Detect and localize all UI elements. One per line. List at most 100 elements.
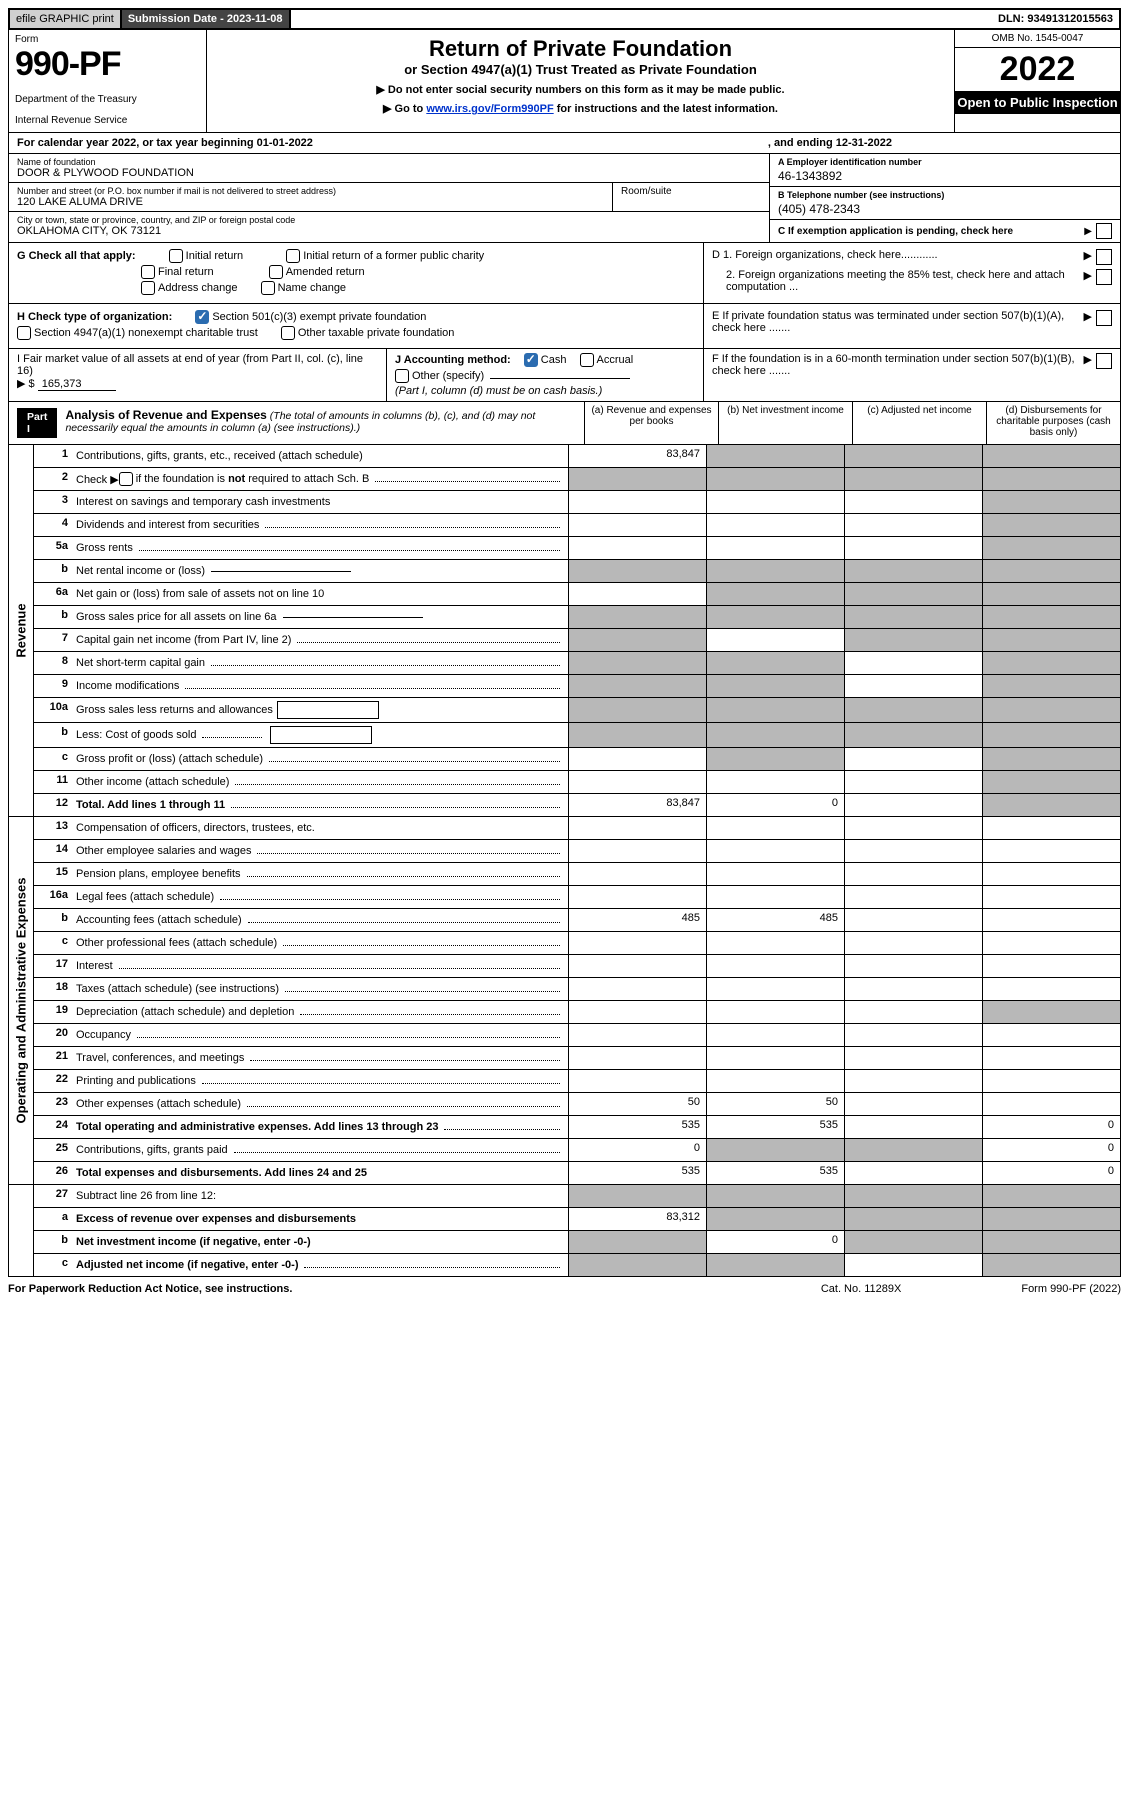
cell-d: 0 [982,1116,1120,1138]
cell-c [844,606,982,628]
check-block-gd: G Check all that apply: Initial return I… [8,243,1121,304]
form-label: Form [15,34,200,45]
line-9: 9Income modifications [34,674,1120,697]
line-desc: Other expenses (attach schedule) [72,1093,568,1115]
cb-accrual[interactable] [580,353,594,367]
cell-d [982,932,1120,954]
line-11: 11Other income (attach schedule) [34,770,1120,793]
cell-a [568,583,706,605]
cb-schb[interactable] [119,472,133,486]
line-17: 17Interest [34,954,1120,977]
cell-b [706,817,844,839]
cb-address-change[interactable] [141,281,155,295]
h-checks: H Check type of organization: Section 50… [9,304,703,348]
city-label: City or town, state or province, country… [17,215,761,225]
ein-cell: A Employer identification number 46-1343… [770,154,1120,187]
cell-b [706,723,844,747]
col-a-head: (a) Revenue and expenses per books [584,402,718,444]
revenue-section: Revenue 1 Contributions, gifts, grants, … [8,445,1121,817]
dept-treasury: Department of the Treasury [15,94,200,105]
line-1: 1 Contributions, gifts, grants, etc., re… [34,445,1120,467]
g-name-change: Name change [278,282,347,294]
l5b-desc: Net rental income or (loss) [76,565,205,577]
cb-4947[interactable] [17,326,31,340]
line-23: 23Other expenses (attach schedule)5050 [34,1092,1120,1115]
note-goto-post: for instructions and the latest informat… [554,103,778,115]
header-center: Return of Private Foundation or Section … [207,30,954,132]
cb-other-method[interactable] [395,369,409,383]
col-c-head: (c) Adjusted net income [852,402,986,444]
l4-desc: Dividends and interest from securities [76,519,259,531]
cell-a [568,675,706,697]
line-desc: Adjusted net income (if negative, enter … [72,1254,568,1276]
l10b-desc: Less: Cost of goods sold [76,729,196,741]
l22-desc: Printing and publications [76,1075,196,1087]
line-num: 18 [34,978,72,1000]
cb-amended[interactable] [269,265,283,279]
cb-cash[interactable] [524,353,538,367]
cell-a [568,652,706,674]
cell-d [982,491,1120,513]
cb-f[interactable] [1096,353,1112,369]
line-10b: bLess: Cost of goods sold [34,722,1120,747]
efile-label[interactable]: efile GRAPHIC print [10,10,122,28]
cell-d [982,723,1120,747]
line-20: 20Occupancy [34,1023,1120,1046]
cell-b [706,955,844,977]
i-label: I Fair market value of all assets at end… [17,353,363,377]
line-num: 19 [34,1001,72,1023]
cell-d [982,698,1120,722]
line-num: 4 [34,514,72,536]
cb-final-return[interactable] [141,265,155,279]
l16a-desc: Legal fees (attach schedule) [76,891,214,903]
cell-c [844,886,982,908]
cb-initial-former[interactable] [286,249,300,263]
foundation-name: DOOR & PLYWOOD FOUNDATION [17,167,761,179]
line-num: 16a [34,886,72,908]
line-desc: Gross rents [72,537,568,559]
line-desc: Less: Cost of goods sold [72,723,568,747]
cell-c [844,1047,982,1069]
exemption-pending-label: C If exemption application is pending, c… [778,226,1081,237]
page-footer: For Paperwork Reduction Act Notice, see … [8,1283,1121,1295]
cb-d2[interactable] [1096,269,1112,285]
irs-link[interactable]: www.irs.gov/Form990PF [426,103,553,115]
cell-c [844,1139,982,1161]
cb-e[interactable] [1096,310,1112,326]
line-num: 7 [34,629,72,651]
line-num: b [34,1231,72,1253]
line27-rows: 27Subtract line 26 from line 12: aExcess… [34,1185,1120,1276]
cb-name-change[interactable] [261,281,275,295]
cell-d [982,863,1120,885]
line-num: 2 [34,468,72,490]
cell-d [982,794,1120,816]
line-27a: aExcess of revenue over expenses and dis… [34,1207,1120,1230]
cb-d1[interactable] [1096,249,1112,265]
line-7: 7Capital gain net income (from Part IV, … [34,628,1120,651]
l3-desc: Interest on savings and temporary cash i… [76,496,330,508]
line-desc: Income modifications [72,675,568,697]
exemption-pending-checkbox[interactable] [1096,223,1112,239]
cell-a [568,1024,706,1046]
form-title: Return of Private Foundation [217,36,944,62]
foundation-name-label: Name of foundation [17,157,761,167]
calendar-begin: For calendar year 2022, or tax year begi… [17,137,313,149]
arrow-icon: ▶ [1084,249,1092,262]
phone-cell: B Telephone number (see instructions) (4… [770,187,1120,220]
cell-c [844,1208,982,1230]
line-6a: 6aNet gain or (loss) from sale of assets… [34,582,1120,605]
exemption-pending-cell: C If exemption application is pending, c… [770,220,1120,242]
cb-501c3[interactable] [195,310,209,324]
line-desc: Pension plans, employee benefits [72,863,568,885]
cell-a [568,863,706,885]
h-other-taxable: Other taxable private foundation [298,327,455,339]
line-num: 9 [34,675,72,697]
line-16a: 16a Legal fees (attach schedule) [34,885,1120,908]
entity-info-left: Name of foundation DOOR & PLYWOOD FOUNDA… [9,154,769,242]
cb-initial-return[interactable] [169,249,183,263]
line-4: 4 Dividends and interest from securities [34,513,1120,536]
cell-a [568,932,706,954]
cb-other-taxable[interactable] [281,326,295,340]
arrow-icon: ▶ [1084,310,1092,323]
note-goto: ▶ Go to www.irs.gov/Form990PF for instru… [217,102,944,115]
